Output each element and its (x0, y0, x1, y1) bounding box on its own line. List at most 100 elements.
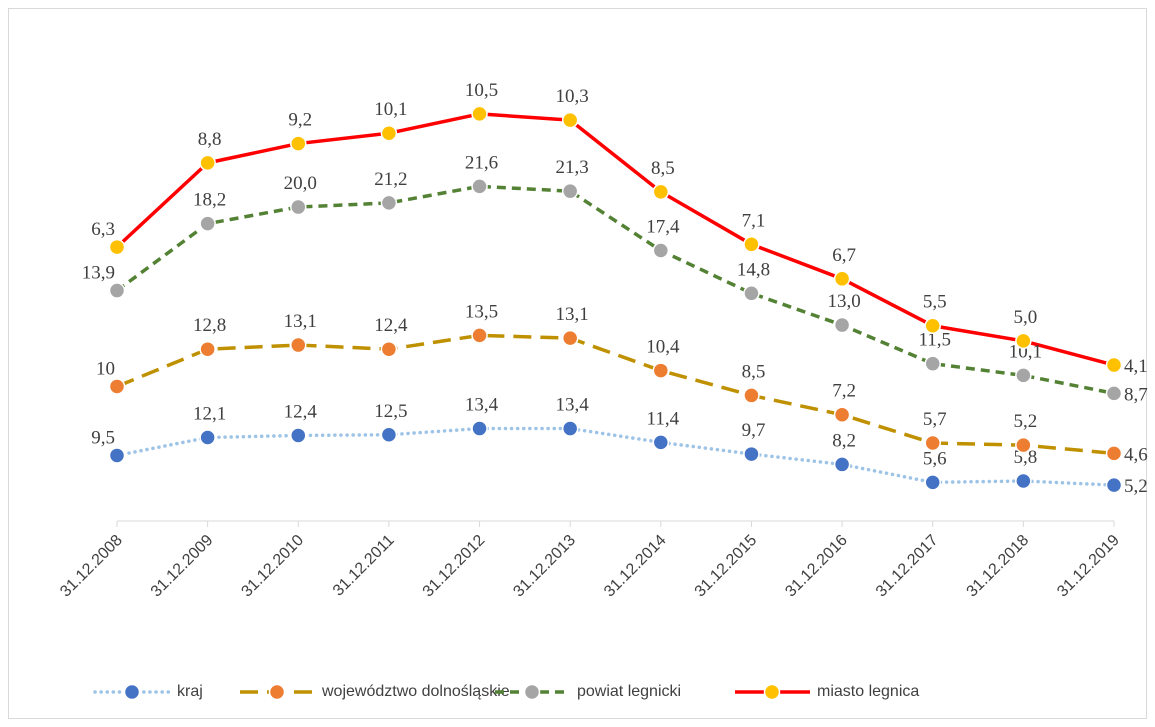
marker (1015, 332, 1032, 350)
data-label: 13,5 (465, 301, 498, 322)
data-label: 13,4 (465, 395, 499, 416)
marker (561, 420, 579, 437)
data-label: 10,1 (1009, 341, 1042, 362)
marker (1015, 472, 1032, 490)
data-label: 8,7 (1124, 384, 1148, 405)
data-label: 20,0 (284, 173, 317, 194)
data-label: 7,1 (742, 210, 766, 231)
marker (652, 434, 670, 451)
data-label: 11,5 (918, 330, 951, 351)
chart-border (8, 8, 1147, 719)
data-label: 4,1 (1124, 356, 1148, 377)
series-line (116, 333, 1115, 456)
marker (833, 270, 851, 288)
marker (380, 340, 398, 358)
marker (561, 182, 579, 200)
marker (743, 445, 760, 463)
marker (652, 183, 670, 201)
data-label: 12,4 (284, 401, 318, 422)
data-label: 12,4 (374, 315, 408, 336)
data-label: 8,5 (742, 361, 766, 382)
marker (108, 378, 126, 395)
data-label: 9,2 (288, 110, 312, 131)
legend-label: kraj (177, 683, 203, 700)
marker (380, 194, 398, 212)
legend-label: województwo dolnośląskie (321, 683, 510, 700)
data-label: 6,3 (91, 219, 115, 240)
data-label: 21,3 (556, 157, 589, 178)
data-label: 13,0 (827, 291, 860, 312)
data-label: 10 (96, 358, 115, 379)
marker (561, 111, 579, 129)
data-label: 6,7 (832, 245, 856, 266)
marker (290, 427, 307, 444)
data-label: 8,5 (651, 158, 675, 179)
marker (743, 387, 760, 404)
marker (471, 178, 488, 195)
data-label: 5,2 (1013, 411, 1037, 432)
marker (199, 154, 216, 172)
legend-label: miasto legnica (817, 683, 919, 700)
data-label: 10,3 (556, 86, 589, 107)
series-line (115, 112, 1115, 367)
marker (1105, 476, 1123, 494)
data-label: 21,2 (374, 169, 407, 190)
marker (924, 317, 941, 334)
data-label: 5,6 (923, 448, 947, 469)
legend-marker (523, 683, 541, 701)
marker (199, 215, 216, 232)
data-label: 13,9 (82, 263, 115, 284)
legend-marker (763, 683, 781, 701)
marker (743, 285, 760, 302)
marker (108, 447, 126, 464)
series-line (115, 426, 1116, 487)
data-label: 21,6 (465, 152, 498, 173)
legend: kraj województwo dolnośląskie powiat legni… (93, 683, 919, 701)
marker (833, 406, 851, 423)
data-label: 13,1 (556, 304, 589, 325)
marker (652, 242, 670, 259)
marker (1105, 385, 1123, 402)
data-label: 9,7 (742, 420, 766, 441)
marker (1105, 356, 1123, 374)
data-label: 11,4 (647, 408, 680, 429)
marker (290, 336, 307, 354)
marker (199, 429, 216, 446)
marker (380, 426, 398, 443)
marker (1105, 445, 1123, 462)
data-label: 12,8 (193, 315, 226, 336)
data-label: 7,2 (832, 381, 856, 402)
data-label: 13,4 (556, 395, 590, 416)
marker (290, 135, 307, 152)
marker (561, 329, 579, 347)
data-label: 8,2 (832, 430, 856, 451)
marker (1015, 367, 1032, 384)
data-label: 8,8 (198, 129, 222, 150)
marker (108, 238, 126, 256)
marker (471, 420, 488, 437)
marker (471, 327, 488, 344)
marker (290, 198, 307, 216)
data-label: 13,1 (284, 311, 317, 332)
marker (108, 282, 126, 299)
data-label: 10,1 (374, 99, 407, 120)
data-label: 5,5 (923, 292, 947, 313)
marker (380, 124, 398, 142)
marker (924, 355, 941, 372)
marker (924, 474, 941, 491)
data-label: 5,0 (1013, 307, 1037, 328)
data-label: 9,5 (91, 427, 115, 448)
data-label: 12,1 (193, 404, 226, 425)
marker (743, 236, 760, 253)
marker (471, 105, 488, 123)
data-label: 10,5 (465, 80, 498, 101)
data-label: 5,2 (1124, 476, 1148, 497)
marker (652, 362, 670, 379)
data-label: 10,4 (646, 337, 680, 358)
marker (199, 340, 216, 358)
data-label: 4,6 (1124, 444, 1148, 465)
legend-marker (268, 683, 286, 701)
data-label: 5,7 (923, 409, 947, 430)
marker (1015, 436, 1032, 454)
